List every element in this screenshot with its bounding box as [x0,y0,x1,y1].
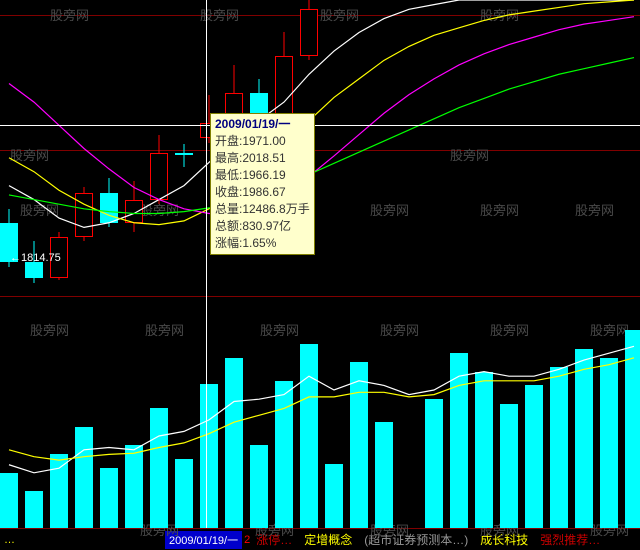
tooltip-row: 总量:12486.8万手 [215,201,310,218]
status-bar: … 2009/01/19/一 2 涨停…定增概念(超市证券预测本…)成长科技强烈… [0,528,640,550]
ohlc-tooltip: 2009/01/19/一 开盘:1971.00最高:2018.51最低:1966… [210,113,315,255]
volume-bar[interactable] [125,445,143,528]
volume-bar[interactable] [525,385,543,528]
date-badge: 2009/01/19/一 [165,531,242,549]
gridline [0,150,640,151]
status-item[interactable]: (超市证券预测本…) [364,533,468,547]
volume-bar[interactable] [375,422,393,528]
tooltip-row: 总额:830.97亿 [215,218,310,235]
volume-bar[interactable] [350,362,368,528]
volume-bar[interactable] [0,473,18,528]
vol-line [0,298,640,528]
volume-bar[interactable] [300,344,318,528]
tooltip-row: 最低:1966.19 [215,167,310,184]
volume-bar[interactable] [275,381,293,528]
volume-bar[interactable] [325,464,343,528]
volume-bar[interactable] [75,427,93,528]
volume-bar[interactable] [500,404,518,528]
volume-bar[interactable] [425,399,443,528]
volume-bar[interactable] [225,358,243,528]
crosshair-horizontal [0,125,640,126]
volume-bar[interactable] [250,445,268,528]
tooltip-date: 2009/01/19/一 [215,116,310,133]
tooltip-row: 最高:2018.51 [215,150,310,167]
ma-line [0,0,640,296]
status-item[interactable]: 成长科技 [480,533,528,547]
candle[interactable] [125,0,143,297]
volume-bar[interactable] [175,459,193,528]
volume-bar[interactable] [600,358,618,528]
candlestick-panel[interactable] [0,0,640,297]
low-price-label: ←1814.75 [10,252,61,264]
status-item[interactable]: 涨停… [256,533,292,547]
ma-line [0,0,640,296]
status-item[interactable]: 定增概念 [304,533,352,547]
ma-line [0,0,640,296]
status-item[interactable]: 强烈推荐… [540,533,600,547]
candle[interactable] [150,0,168,297]
crosshair-vertical [206,0,207,528]
volume-bar[interactable] [450,353,468,528]
volume-panel[interactable] [0,298,640,528]
volume-bar[interactable] [50,454,68,528]
tooltip-row: 涨幅:1.65% [215,235,310,252]
volume-bar[interactable] [100,468,118,528]
volume-bar[interactable] [475,372,493,528]
volume-bar[interactable] [25,491,43,528]
tooltip-row: 收盘:1986.67 [215,184,310,201]
volume-bar[interactable] [575,349,593,528]
candle[interactable] [175,0,193,297]
candle[interactable] [100,0,118,297]
volume-bar[interactable] [200,384,218,528]
ma-line [0,0,640,296]
candle[interactable] [75,0,93,297]
tooltip-row: 开盘:1971.00 [215,133,310,150]
status-left-marker: … [4,534,15,546]
gridline [0,15,640,16]
volume-bar[interactable] [550,367,568,528]
vol-line [0,298,640,528]
volume-bar[interactable] [150,408,168,528]
volume-bar[interactable] [625,330,640,528]
